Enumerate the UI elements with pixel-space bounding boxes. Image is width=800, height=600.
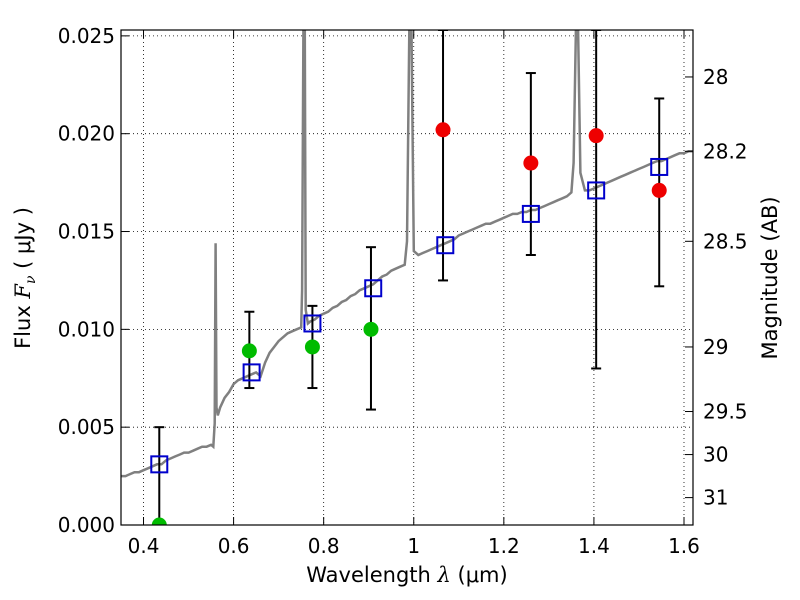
- observed-point: [651, 182, 667, 198]
- y2-tick-label: 31: [703, 486, 728, 510]
- model-point: [242, 363, 261, 382]
- y-tick-label: 0.000: [58, 513, 115, 537]
- observed-point: [304, 339, 320, 355]
- x-axis-label: Wavelength λ (μm): [306, 563, 507, 587]
- observed-point: [151, 517, 167, 525]
- model-bandpass-points: [150, 157, 669, 474]
- y2-axis-label: Magnitude (AB): [758, 196, 782, 359]
- y2-tick-label: 28: [703, 65, 728, 89]
- model-point: [364, 279, 383, 298]
- y2-tick-label: 30: [703, 443, 728, 467]
- observed-points-green: [151, 321, 379, 525]
- y-tick-label: 0.015: [58, 220, 115, 244]
- model-point: [436, 236, 455, 255]
- observed-point: [435, 122, 451, 138]
- x-tick-label: 1.6: [668, 534, 700, 558]
- observed-points-red: [435, 122, 667, 198]
- y2-axis-ticks: 28 28.2 28.5 29 29.5 30 31: [685, 65, 748, 510]
- x-tick-label: 1.2: [488, 534, 520, 558]
- observed-point: [588, 128, 604, 144]
- x-tick-label: 0.8: [308, 534, 340, 558]
- y-tick-label: 0.020: [58, 122, 115, 146]
- plot-frame: [120, 29, 694, 526]
- model-point: [587, 181, 606, 200]
- x-tick-label: 0.4: [128, 534, 160, 558]
- model-point: [303, 314, 322, 333]
- model-point: [521, 204, 540, 223]
- y-tick-label: 0.025: [58, 24, 115, 48]
- y-axis-ticks: 0.000 0.005 0.010 0.015 0.020 0.025: [58, 24, 129, 537]
- x-tick-label: 1: [407, 534, 420, 558]
- plot-area: [121, 30, 693, 525]
- x-axis-ticks: 0.4 0.6 0.8 1 1.2 1.4 1.6: [128, 30, 700, 558]
- x-tick-label: 0.6: [218, 534, 250, 558]
- y2-tick-label: 29.5: [703, 400, 748, 424]
- plot-background: [121, 30, 693, 525]
- model-point: [150, 455, 169, 474]
- x-tick-label: 1.4: [578, 534, 610, 558]
- y2-tick-label: 28.5: [703, 229, 748, 253]
- y2-tick-label: 29: [703, 335, 728, 359]
- y-axis-label: Flux Fν ( μJy ): [11, 207, 39, 349]
- model-point: [650, 157, 669, 176]
- y-tick-label: 0.010: [58, 317, 115, 341]
- y2-tick-label: 28.2: [703, 139, 748, 163]
- observed-point: [523, 155, 539, 171]
- observed-point: [363, 321, 379, 337]
- observed-point: [241, 343, 257, 359]
- y-tick-label: 0.005: [58, 415, 115, 439]
